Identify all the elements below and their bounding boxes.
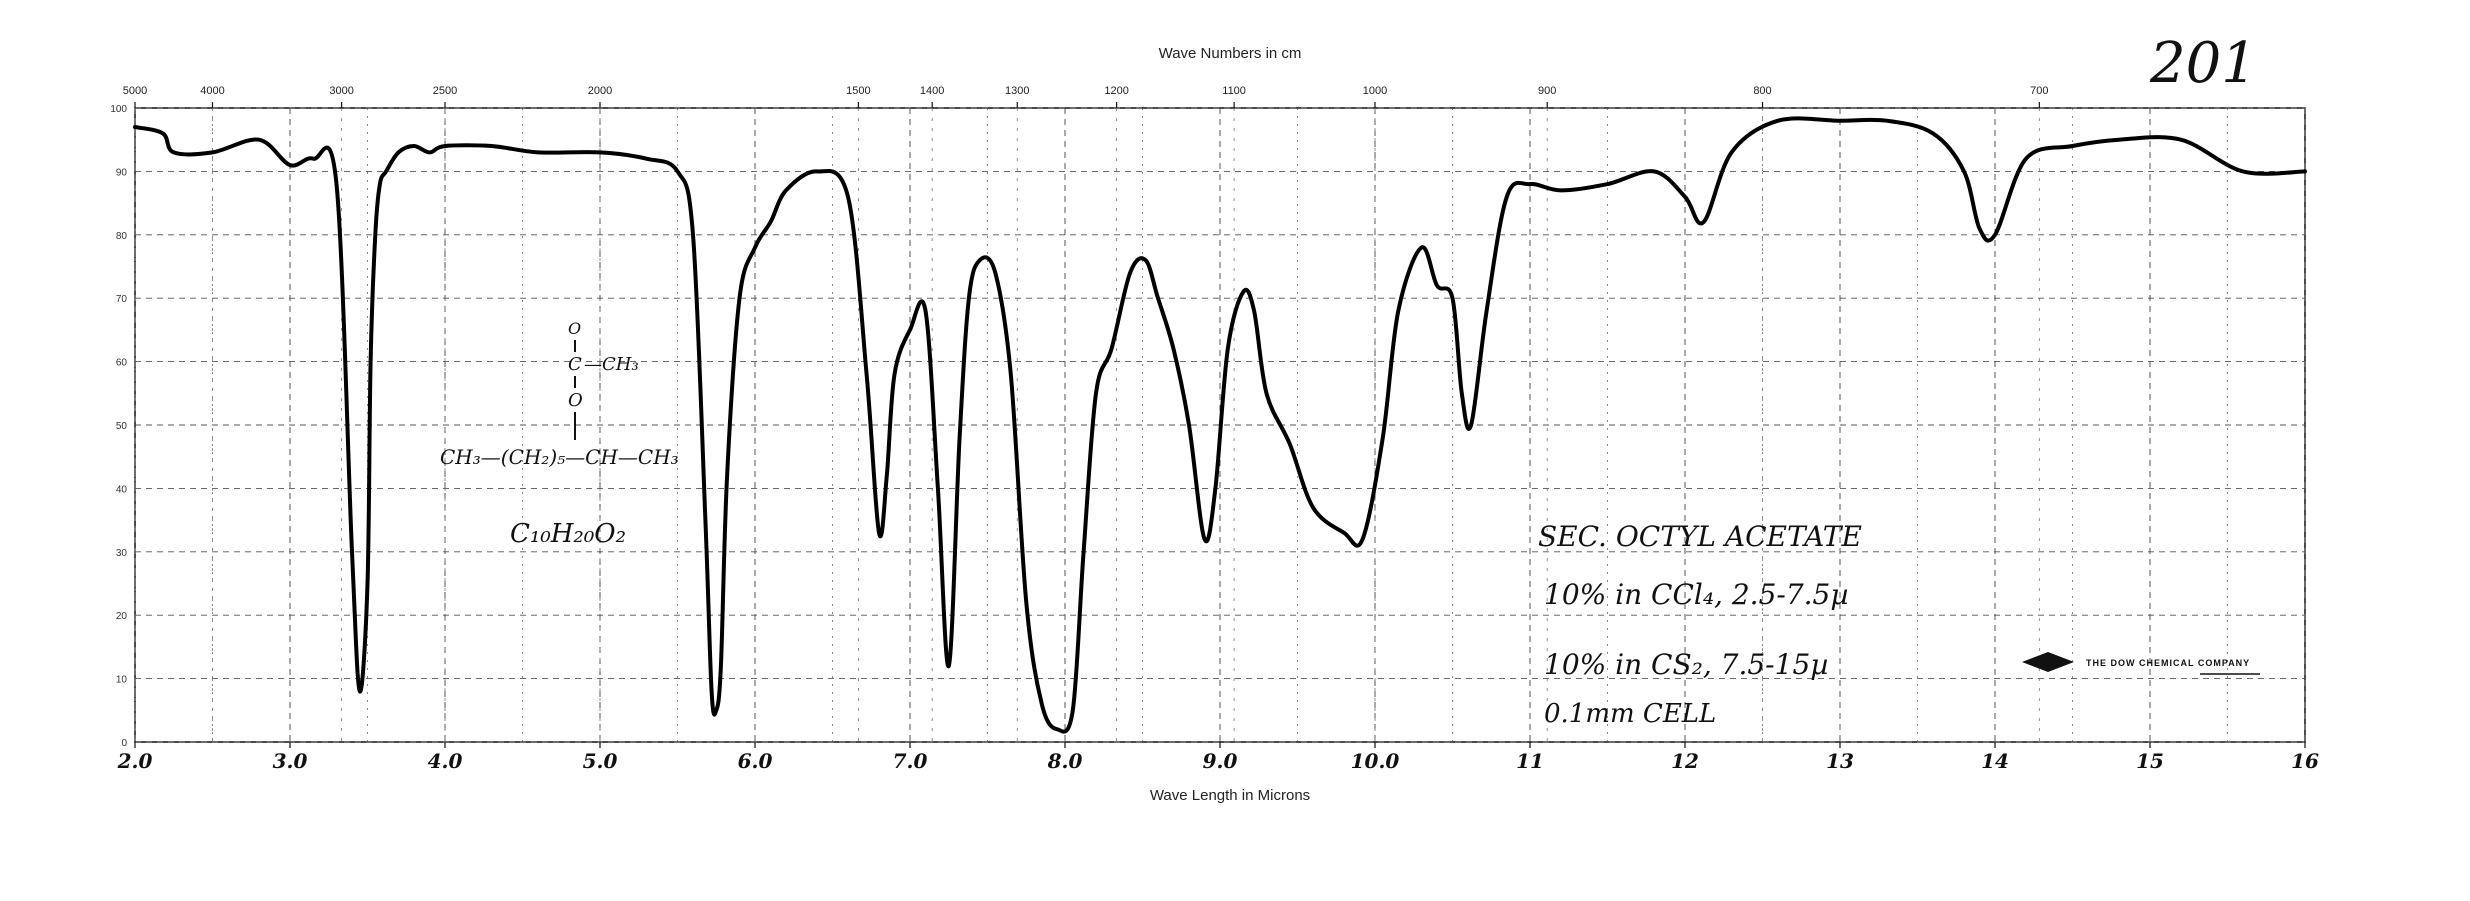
y-tick-label: 20 [116,611,128,622]
bottom-tick-label: 12 [1671,749,1699,773]
y-tick-label: 0 [121,738,127,749]
bottom-tick-label: 3.0 [273,749,308,773]
top-tick-label: 5000 [123,85,147,97]
top-tick-label: 800 [1753,85,1771,97]
structure-formula: O C —CH₃ O CH₃—(CH₂)₅—CH—CH₃ C₁₀H₂₀O₂ [440,319,679,549]
top-tick-label: 1100 [1222,85,1246,97]
top-tick-label: 1500 [846,85,870,97]
bottom-tick-labels: 2.0 3.0 4.0 5.0 6.0 7.0 8.0 9.0 10.0 11 12 13 14 15 16 [117,742,2319,773]
top-tick-label: 2500 [433,85,457,97]
bottom-tick-label: 15 [2136,749,2164,773]
struct-carbonyl-o: O [568,319,581,338]
top-tick-label: 1400 [920,85,944,97]
molecular-formula: C₁₀H₂₀O₂ [510,519,626,549]
top-tick-label: 1000 [1363,85,1387,97]
struct-ester-o: O [568,390,583,411]
top-tick-label: 900 [1538,85,1556,97]
bottom-tick-label: 9.0 [1203,749,1238,773]
company-logo: THE DOW CHEMICAL COMPANY [2022,652,2260,675]
bottom-tick-label: 2.0 [117,749,153,773]
x-axis-title: Wave Length in Microns [1150,787,1310,804]
top-tick-label: 4000 [200,85,224,97]
bottom-tick-label: 5.0 [583,749,618,773]
top-tick-label: 1300 [1005,85,1029,97]
bottom-tick-label: 4.0 [428,749,463,773]
struct-carbon: C [568,354,582,375]
series-layer [133,116,2307,734]
y-tick-label: 80 [116,231,128,242]
grid-lines [134,107,2306,743]
bottom-tick-label: 10.0 [1351,749,1400,773]
condition-cell: 0.1mm CELL [1544,699,1716,729]
bottom-tick-label: 7.0 [893,749,928,773]
compound-name: SEC. OCTYL ACETATE [1538,520,1862,553]
top-tick-label: 2000 [588,85,612,97]
y-tick-label: 60 [116,358,128,369]
y-tick-label: 10 [116,675,128,686]
y-tick-label: 70 [116,294,128,305]
bottom-tick-label: 14 [1981,749,2009,773]
y-tick-label: 100 [110,104,127,115]
company-diamond-icon [2022,652,2074,672]
company-name: THE DOW CHEMICAL COMPANY [2086,658,2250,668]
struct-top-methyl: —CH₃ [584,354,639,375]
bottom-tick-label: 13 [1826,749,1854,773]
y-tick-label: 30 [116,548,128,559]
bottom-tick-label: 8.0 [1047,749,1083,773]
bottom-tick-label: 16 [2291,749,2319,773]
y-tick-label: 90 [116,167,128,178]
bottom-tick-label: 11 [1516,749,1544,773]
y-tick-label: 50 [116,421,128,432]
top-tick-labels: 5000 4000 3000 2500 2000 1500 1400 1300 1200 1100… [123,85,2049,108]
top-tick-label: 1200 [1104,85,1128,97]
x-top-axis-title: Wave Numbers in cm [1159,45,1302,62]
bottom-tick-label: 6.0 [738,749,773,773]
struct-chain: CH₃—(CH₂)₅—CH—CH₃ [440,445,679,469]
condition-ccl4: 10% in CCl₄, 2.5-7.5µ [1544,578,1849,611]
spectrum-line [133,116,2307,734]
top-tick-label: 700 [2030,85,2048,97]
condition-cs2: 10% in CS₂, 7.5-15µ [1544,648,1828,681]
top-tick-label: 3000 [329,85,353,97]
sample-notes: SEC. OCTYL ACETATE 10% in CCl₄, 2.5-7.5µ… [1538,520,1862,729]
y-tick-label: 40 [116,484,128,495]
page-number: 201 [2149,31,2257,96]
